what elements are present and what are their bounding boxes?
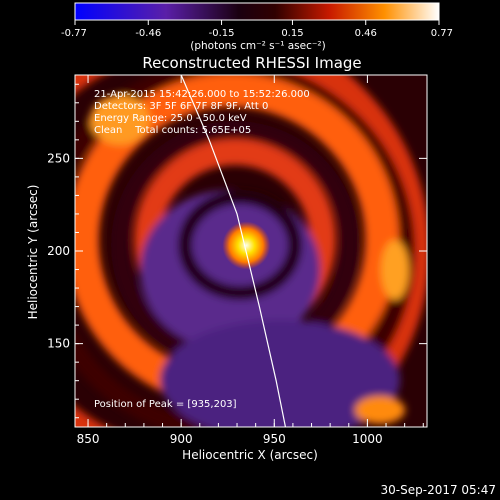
x-axis-label: Heliocentric X (arcsec) [182, 448, 318, 462]
y-axis-ticks: 150 200 250 [47, 83, 427, 419]
dark-ring-inner [178, 190, 302, 300]
colorbar-tick-label: -0.46 [135, 28, 161, 39]
colorbar-tick-label: 0.77 [431, 28, 453, 39]
annotation-detectors: Detectors: 3F 5F 6F 7F 8F 9F, Att 0 [94, 101, 268, 112]
x-axis-ticks: 850 900 950 1000 [77, 75, 424, 446]
yellow-lobe-tr [381, 240, 409, 300]
y-tick-label: 150 [47, 337, 70, 351]
heatmap-image [75, 75, 427, 427]
colorbar-unit-label: (photons cm⁻² s⁻¹ asec⁻²) [190, 40, 325, 52]
yellow-lobe-tl [90, 95, 150, 145]
colorbar-ticks: -0.77 -0.46 -0.15 0.15 0.46 0.77 [61, 20, 453, 39]
annotation-counts: Clean Total counts: 5.65E+05 [94, 125, 251, 136]
x-tick-label: 1000 [352, 432, 383, 446]
colorbar-tick-label: 0.46 [355, 28, 377, 39]
y-axis-label: Heliocentric Y (arcsec) [26, 185, 40, 320]
peak-source [222, 221, 271, 270]
colorbar-tick-label: -0.77 [61, 28, 87, 39]
y-tick-label: 250 [47, 151, 70, 165]
footer-timestamp: 30-Sep-2017 05:47 [381, 483, 496, 497]
purple-lower [160, 320, 400, 427]
yellow-lobe-b [355, 396, 405, 424]
x-tick-label: 850 [77, 432, 100, 446]
peak-position-label: Position of Peak = [935,203] [94, 399, 237, 410]
chart-title: Reconstructed RHESSI Image [142, 54, 361, 72]
colorbar [74, 2, 440, 21]
x-tick-label: 900 [170, 432, 193, 446]
x-tick-label: 950 [263, 432, 286, 446]
annotation-time: 21-Apr-2015 15:42:26.000 to 15:52:26.000 [94, 89, 310, 100]
y-tick-label: 200 [47, 244, 70, 258]
annotation-energy: Energy Range: 25.0 - 50.0 keV [94, 113, 247, 124]
solar-limb-curve [180, 75, 287, 427]
colorbar-tick-label: 0.15 [281, 28, 303, 39]
colorbar-tick-label: -0.15 [209, 28, 235, 39]
